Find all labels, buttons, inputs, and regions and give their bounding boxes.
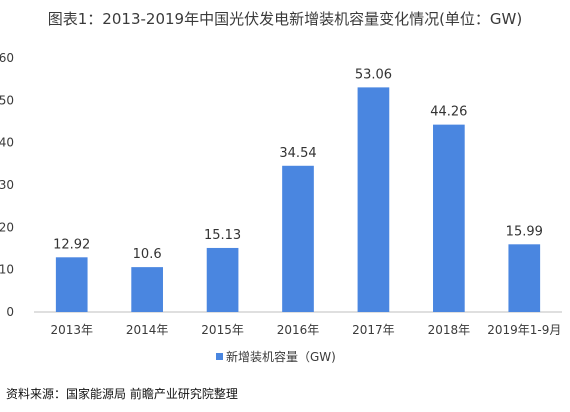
x-tick-label: 2015年 xyxy=(201,323,244,337)
x-axis: 2013年 2014年 2015年 2016年 2017年 2018年 2019年1-9月 xyxy=(50,323,561,337)
bar-value-label: 34.54 xyxy=(279,146,316,161)
legend-swatch xyxy=(216,353,223,360)
y-tick-label: 40 xyxy=(0,136,14,150)
bar xyxy=(55,257,88,312)
y-tick-label: 20 xyxy=(0,220,14,234)
bar xyxy=(433,124,465,313)
bar xyxy=(131,267,163,312)
y-tick-label: 60 xyxy=(0,51,14,65)
chart-title: 图表1：2013-2019年中国光伏发电新增装机容量变化情况(单位：GW) xyxy=(47,10,523,28)
legend-label: 新增装机容量（GW) xyxy=(226,349,336,364)
y-tick-label: 50 xyxy=(0,93,14,107)
y-tick-label: 0 xyxy=(6,305,14,319)
bar-value-label: 10.6 xyxy=(133,247,162,262)
bar-value-label: 44.26 xyxy=(430,105,467,120)
bar xyxy=(206,247,239,312)
source-note: 资料来源：国家能源局 前瞻产业研究院整理 xyxy=(6,387,238,401)
x-tick-label: 2014年 xyxy=(126,323,169,337)
bars-group xyxy=(55,87,541,313)
bar-value-label: 15.13 xyxy=(204,228,241,243)
bar-value-label: 12.92 xyxy=(53,237,90,252)
bar-value-label: 53.06 xyxy=(355,67,392,82)
bar xyxy=(357,87,390,312)
value-labels-group: 12.92 10.6 15.13 34.54 53.06 44.26 15.99 xyxy=(53,67,543,262)
x-tick-label: 2018年 xyxy=(428,323,471,337)
bar xyxy=(508,244,541,312)
x-tick-label: 2017年 xyxy=(352,323,395,337)
x-tick-label: 2019年1-9月 xyxy=(487,323,561,337)
y-axis: 0 10 20 30 40 50 60 xyxy=(0,51,14,319)
legend: 新增装机容量（GW) xyxy=(216,349,336,364)
x-tick-label: 2016年 xyxy=(277,323,320,337)
bar-value-label: 15.99 xyxy=(506,224,543,239)
y-tick-label: 30 xyxy=(0,178,14,192)
x-tick-label: 2013年 xyxy=(50,323,93,337)
bar xyxy=(282,165,314,312)
y-tick-label: 10 xyxy=(0,263,14,277)
